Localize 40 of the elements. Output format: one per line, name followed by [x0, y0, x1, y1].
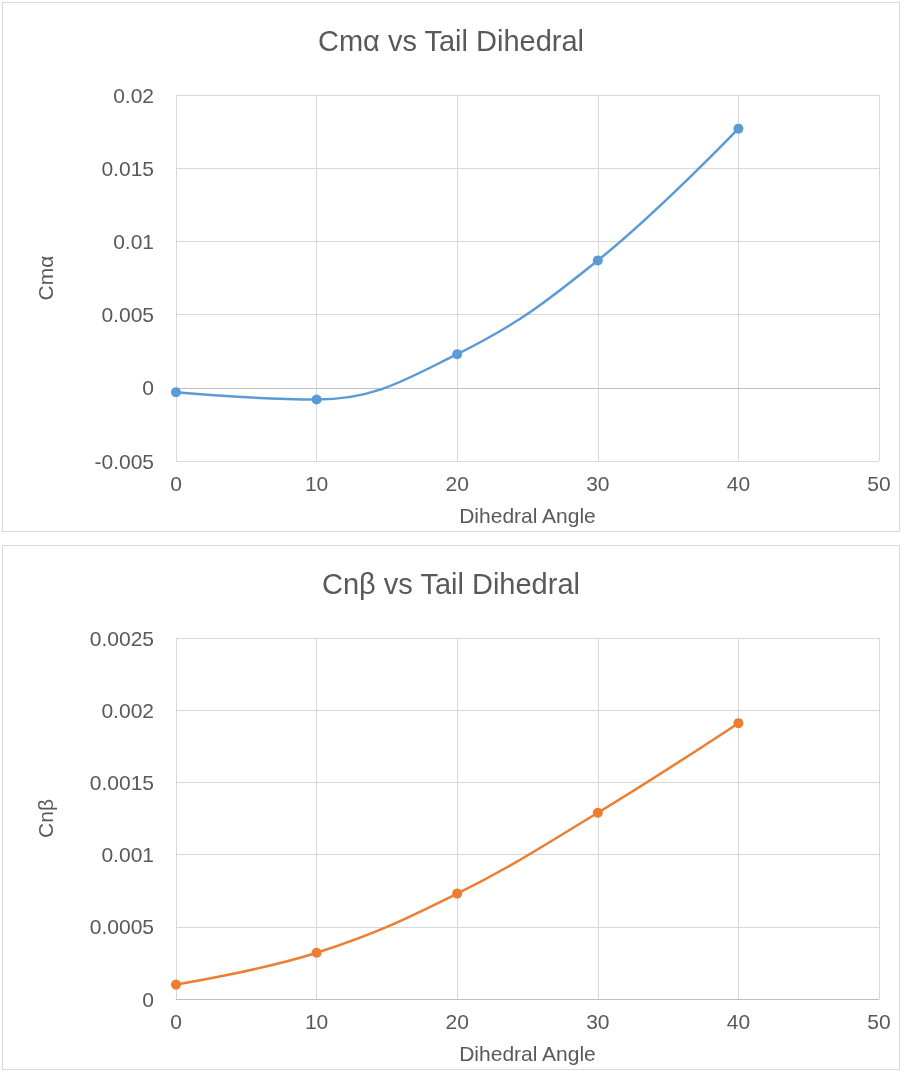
y-tick-label: 0.001 [101, 843, 154, 867]
x-axis-title: Dihedral Angle [459, 1042, 596, 1065]
x-tick-label: 30 [586, 1010, 610, 1033]
point [452, 888, 463, 899]
x-tick-label: 50 [867, 472, 891, 495]
point [311, 394, 322, 405]
y-tick-label: 0.02 [113, 83, 154, 107]
x-axis-title: Dihedral Angle [459, 504, 596, 527]
y-tick-label: -0.005 [94, 449, 154, 473]
x-tick-label: 0 [170, 472, 182, 495]
point [592, 255, 603, 266]
y-tick-label: 0.0025 [89, 626, 154, 650]
y-tick-label: 0.002 [101, 698, 154, 722]
point [592, 807, 603, 818]
point [452, 349, 463, 360]
y-tick-label: 0.01 [113, 229, 154, 253]
x-tick-label: 40 [726, 1010, 751, 1033]
y-tick-label: 0.0015 [89, 770, 154, 794]
x-tick-label: 50 [867, 1010, 891, 1033]
x-tick-label: 10 [304, 472, 329, 495]
y-tick-label: 0.0005 [89, 915, 154, 939]
x-tick-label: 40 [726, 472, 751, 495]
y-tick-label: 0.005 [101, 303, 154, 327]
chart-title: Cmα vs Tail Dihedral [317, 24, 585, 57]
y-tick-label: 0 [142, 987, 154, 1011]
x-tick-label: 20 [445, 1010, 469, 1033]
point [171, 387, 181, 398]
x-tick-label: 10 [304, 1010, 329, 1033]
y-tick-label: 0 [142, 376, 154, 400]
y-axis-title: Cnβ [34, 799, 57, 838]
x-tick-label: 30 [586, 472, 610, 495]
y-axis-title: Cmα [34, 255, 57, 301]
x-tick-label: 0 [170, 1010, 182, 1033]
y-tick-label: 0.015 [101, 156, 154, 180]
point [733, 123, 744, 134]
point [171, 979, 181, 990]
chart-title: Cnβ vs Tail Dihedral [322, 567, 580, 600]
x-tick-label: 20 [445, 472, 469, 495]
point [311, 947, 322, 958]
point [733, 718, 744, 729]
